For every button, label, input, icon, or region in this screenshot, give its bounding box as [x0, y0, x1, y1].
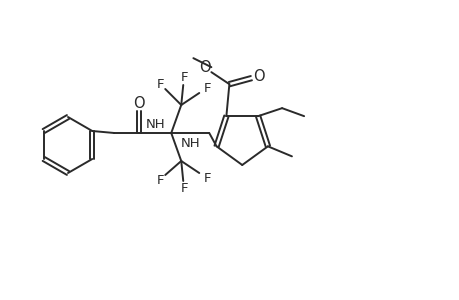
Text: NH: NH [145, 118, 165, 130]
Text: F: F [203, 82, 211, 94]
Text: F: F [180, 70, 188, 83]
Text: O: O [133, 95, 145, 110]
Text: F: F [180, 182, 188, 196]
Text: F: F [156, 77, 164, 91]
Text: F: F [203, 172, 211, 185]
Text: O: O [253, 69, 265, 84]
Text: F: F [156, 175, 164, 188]
Text: O: O [199, 60, 211, 75]
Text: NH: NH [180, 136, 200, 149]
